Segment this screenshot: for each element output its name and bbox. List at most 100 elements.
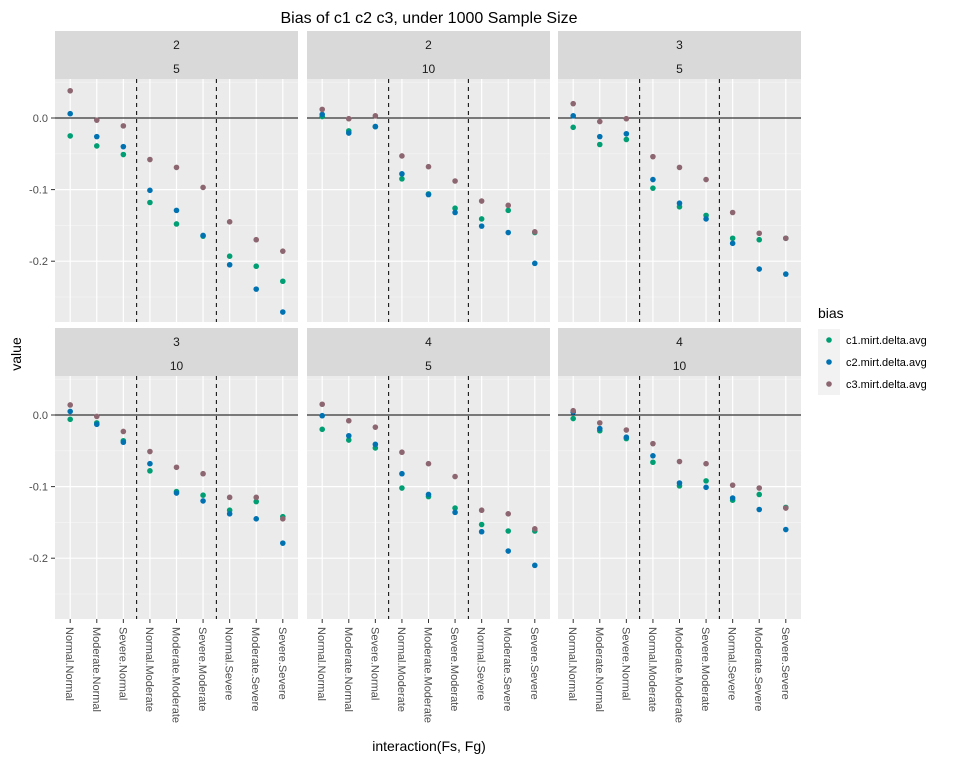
data-point	[570, 100, 576, 107]
data-point	[505, 548, 512, 554]
data-point	[570, 407, 576, 414]
strip-label-top: 4	[425, 335, 432, 349]
data-point	[650, 440, 656, 447]
data-point	[93, 117, 100, 123]
strip-label-top: 3	[676, 38, 683, 52]
data-point	[120, 439, 127, 446]
legend-title: bias	[818, 305, 844, 321]
data-point	[280, 278, 286, 285]
data-point	[93, 143, 100, 149]
data-point	[623, 427, 630, 433]
data-point	[345, 115, 352, 122]
x-tick-label: Normal.Moderate	[646, 627, 658, 712]
x-tick-label: Moderate.Normal	[342, 627, 354, 712]
data-point	[200, 470, 206, 477]
data-point	[67, 110, 73, 117]
data-point	[319, 106, 326, 113]
data-point	[399, 171, 405, 177]
data-point	[756, 491, 763, 498]
y-tick-label: -0.1	[29, 185, 48, 197]
legend-key	[826, 381, 832, 387]
x-tick-label: Moderate.Normal	[593, 627, 605, 712]
y-tick-label: 0.0	[33, 113, 48, 125]
data-point	[478, 198, 485, 204]
data-point	[226, 219, 233, 225]
data-point	[173, 490, 180, 496]
data-point	[93, 133, 100, 140]
data-point	[399, 153, 405, 159]
data-point	[703, 216, 709, 222]
data-point	[173, 464, 180, 471]
y-tick-label: 0.0	[33, 410, 48, 422]
data-point	[532, 526, 538, 532]
data-point	[280, 540, 286, 546]
data-point	[783, 235, 789, 242]
y-axis-title: value	[8, 337, 24, 371]
x-tick-label: Normal.Moderate	[395, 627, 407, 712]
data-point	[345, 437, 352, 443]
data-point	[253, 498, 260, 505]
data-point	[226, 511, 233, 517]
data-point	[505, 207, 512, 214]
data-point	[505, 511, 512, 517]
data-point	[756, 230, 763, 237]
x-tick-label: Moderate.Severe	[249, 627, 261, 711]
strip-label-bottom: 10	[422, 62, 436, 76]
data-point	[478, 507, 485, 514]
data-point	[226, 261, 233, 268]
data-point	[478, 521, 485, 528]
data-point	[452, 209, 458, 216]
data-point	[756, 236, 763, 243]
x-tick-label: Moderate.Severe	[752, 627, 764, 711]
data-point	[596, 420, 603, 426]
data-point	[200, 492, 206, 498]
data-point	[280, 309, 286, 315]
data-point	[173, 221, 180, 227]
strip-label-top: 4	[676, 335, 683, 349]
y-tick-label: -0.1	[29, 482, 48, 494]
data-point	[253, 494, 260, 501]
data-point	[120, 123, 127, 129]
legend-key	[826, 359, 832, 365]
data-point	[147, 468, 153, 474]
data-point	[226, 494, 233, 501]
strip-background	[307, 328, 550, 376]
data-point	[67, 408, 73, 415]
data-point	[147, 460, 153, 467]
y-tick-label: -0.2	[29, 553, 48, 565]
strip-label-bottom: 10	[170, 359, 184, 373]
data-point	[452, 205, 458, 212]
x-tick-label: Normal.Normal	[63, 627, 75, 701]
data-point	[729, 209, 736, 216]
data-point	[345, 417, 352, 424]
data-point	[372, 113, 379, 119]
data-point	[623, 136, 630, 143]
data-point	[399, 176, 405, 182]
x-tick-label: Moderate.Normal	[90, 627, 102, 712]
data-point	[596, 141, 603, 148]
data-point	[253, 236, 260, 243]
x-tick-label: Normal.Severe	[223, 627, 235, 700]
data-point	[596, 118, 603, 125]
facet-panel: 25	[55, 31, 298, 322]
data-point	[253, 263, 260, 270]
data-point	[532, 229, 538, 235]
facet-panel: 45	[307, 328, 550, 619]
data-point	[596, 133, 603, 140]
data-point	[478, 528, 485, 535]
data-point	[478, 216, 485, 222]
x-tick-label: Normal.Moderate	[143, 627, 155, 712]
data-point	[676, 480, 683, 486]
legend-key	[826, 337, 832, 343]
data-point	[756, 506, 763, 513]
x-tick-label: Normal.Normal	[566, 627, 578, 701]
x-tick-label: Severe.Severe	[276, 627, 288, 700]
x-axis-title: interaction(Fs, Fg)	[372, 738, 486, 754]
data-point	[676, 458, 683, 465]
data-point	[147, 156, 153, 163]
data-point	[756, 266, 763, 272]
strip-label-top: 2	[425, 38, 432, 52]
data-point	[650, 153, 656, 160]
